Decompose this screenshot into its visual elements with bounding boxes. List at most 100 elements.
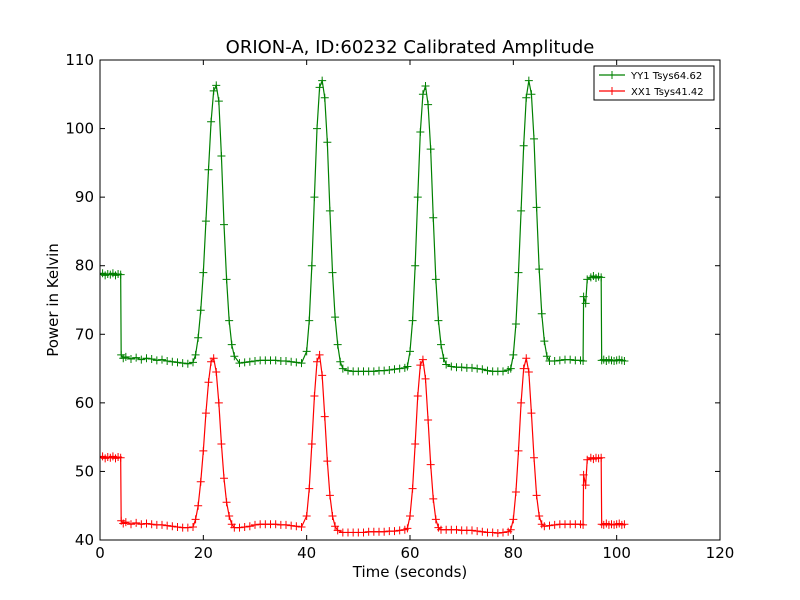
data-point (137, 520, 146, 529)
data-point (408, 316, 417, 325)
data-point (532, 491, 541, 500)
data-point (457, 363, 466, 372)
data-point (196, 477, 205, 486)
data-point (132, 353, 141, 362)
data-point (506, 364, 515, 373)
data-point (117, 350, 126, 359)
x-tick-label: 80 (504, 544, 523, 562)
data-point (282, 357, 290, 366)
data-point (178, 359, 187, 368)
data-point (227, 340, 236, 349)
data-point (555, 356, 564, 365)
data-point (499, 367, 507, 376)
y-axis-title: Power in Kelvin (44, 243, 62, 357)
data-point (511, 488, 520, 496)
data-point (532, 203, 541, 212)
data-point (535, 265, 544, 274)
data-point (344, 366, 352, 375)
data-point (147, 354, 156, 363)
data-point (519, 141, 528, 150)
data-point (509, 515, 518, 524)
data-point (287, 521, 296, 530)
data-point (597, 356, 606, 365)
data-point (537, 309, 546, 318)
data-point (597, 520, 606, 529)
y-tick-label: 90 (75, 188, 94, 206)
data-point (506, 525, 515, 534)
data-point (540, 522, 549, 531)
data-point (212, 368, 221, 376)
data-point (408, 484, 417, 493)
data-point (271, 356, 280, 365)
data-point (204, 378, 213, 387)
data-point (209, 86, 218, 95)
data-point (173, 522, 182, 531)
data-point (222, 275, 231, 284)
data-point (434, 316, 443, 325)
data-point (313, 124, 321, 133)
data-point (194, 501, 203, 510)
data-point (380, 527, 389, 536)
data-point (328, 268, 337, 277)
x-tick-label: 20 (194, 544, 213, 562)
data-point (287, 357, 296, 366)
data-point (468, 363, 476, 372)
data-point (390, 365, 399, 374)
data-point (338, 364, 347, 373)
data-point (359, 528, 368, 537)
data-point (522, 93, 531, 102)
data-point (336, 357, 345, 366)
legend-label: YY1 Tsys64.62 (630, 71, 702, 82)
data-point (431, 515, 440, 524)
y-tick-label: 60 (75, 394, 94, 412)
data-point (142, 519, 151, 528)
data-point (483, 366, 492, 375)
data-point (191, 350, 200, 359)
data-point (271, 520, 280, 529)
data-point (297, 522, 306, 531)
data-point (127, 520, 135, 529)
data-point (473, 527, 482, 536)
data-point (230, 352, 239, 361)
data-point (310, 193, 319, 202)
data-point (431, 275, 440, 284)
data-point (305, 316, 314, 325)
y-tick-label: 100 (65, 120, 94, 138)
data-point (214, 398, 223, 407)
data-point (413, 193, 422, 202)
data-point (527, 90, 536, 99)
data-point (411, 440, 420, 448)
data-point (403, 362, 412, 371)
data-point (183, 359, 192, 368)
data-point (240, 522, 249, 531)
data-point (437, 340, 445, 349)
data-point (235, 359, 244, 368)
data-point (199, 446, 208, 455)
y-tick-label: 70 (75, 325, 94, 343)
data-point (452, 525, 461, 534)
data-point (385, 365, 394, 374)
data-point (315, 83, 324, 92)
data-point (514, 268, 523, 277)
data-point (535, 512, 544, 520)
data-point (282, 520, 290, 529)
data-point (579, 470, 588, 479)
data-point (439, 354, 448, 363)
data-point (597, 273, 606, 282)
data-point (132, 518, 141, 527)
data-point (597, 453, 606, 462)
data-point (522, 354, 531, 363)
series-1 (100, 350, 629, 538)
x-tick-label: 100 (602, 544, 631, 562)
data-point (468, 526, 476, 535)
data-point (583, 455, 592, 464)
data-point (251, 357, 259, 366)
data-point (204, 165, 213, 174)
data-point (320, 412, 329, 421)
data-point (199, 268, 208, 277)
data-point (579, 292, 588, 301)
x-axis: 0 20 40 60 80 100 120 (95, 60, 734, 562)
data-point (127, 354, 135, 363)
data-point (307, 261, 316, 270)
data-point (313, 357, 321, 366)
